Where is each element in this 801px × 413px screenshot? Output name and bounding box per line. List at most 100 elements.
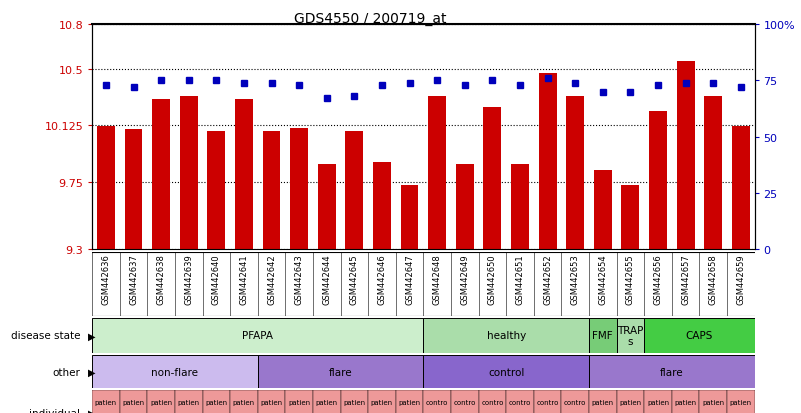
Text: GSM442655: GSM442655 [626,254,635,304]
Text: patien: patien [260,399,283,405]
Text: patien: patien [316,399,338,405]
Text: flare: flare [328,367,352,377]
Bar [373,163,391,250]
Bar [119,390,147,413]
Bar [203,390,230,413]
Bar [644,318,755,353]
Text: GSM442643: GSM442643 [295,254,304,304]
Text: control: control [488,367,525,377]
Bar [562,390,589,413]
Bar [506,390,533,413]
Text: disease state: disease state [10,330,80,341]
Text: healthy: healthy [486,330,525,341]
Text: flare: flare [660,367,683,377]
Bar [396,390,423,413]
Bar [538,74,557,250]
Bar [313,390,340,413]
Text: GSM442648: GSM442648 [433,254,441,304]
Bar [589,390,617,413]
Text: GSM442642: GSM442642 [267,254,276,304]
Bar [263,131,280,250]
Text: GSM442653: GSM442653 [570,254,580,304]
Bar [258,390,285,413]
Bar [704,97,723,250]
Text: CAPS: CAPS [686,330,713,341]
Bar [92,355,258,388]
Bar [400,185,418,250]
Text: ▶: ▶ [88,367,95,377]
Bar [423,390,451,413]
Text: GSM442658: GSM442658 [709,254,718,304]
Text: GSM442652: GSM442652 [543,254,552,304]
Bar [124,130,143,250]
Text: GSM442656: GSM442656 [654,254,662,304]
Text: contro: contro [426,399,449,405]
Bar [92,390,119,413]
Bar [622,185,639,250]
Text: GSM442636: GSM442636 [102,254,111,305]
Text: ▶: ▶ [88,408,95,413]
Text: patien: patien [233,399,255,405]
Bar [175,390,203,413]
Bar [483,107,501,250]
Bar [727,390,755,413]
Bar [423,318,589,353]
Text: GSM442639: GSM442639 [184,254,193,304]
Text: patien: patien [288,399,310,405]
Bar [235,100,253,250]
Bar [617,318,644,353]
Text: FMF: FMF [593,330,613,341]
Bar [92,318,423,353]
Bar [230,390,258,413]
Text: contro: contro [537,399,559,405]
Text: other: other [52,367,80,377]
Text: patien: patien [178,399,199,405]
Text: GSM442640: GSM442640 [211,254,221,304]
Bar [594,170,612,250]
Text: GSM442638: GSM442638 [157,254,166,305]
Bar [533,390,562,413]
Bar [368,390,396,413]
Text: GSM442651: GSM442651 [515,254,525,304]
Text: patien: patien [619,399,642,405]
Bar [699,390,727,413]
Bar [672,390,699,413]
Bar [644,390,672,413]
Bar [478,390,506,413]
Bar [617,390,644,413]
Bar [285,390,313,413]
Bar [147,390,175,413]
Text: patien: patien [205,399,227,405]
Text: ▶: ▶ [88,330,95,341]
Bar [97,127,115,250]
Text: patien: patien [592,399,614,405]
Bar [207,131,225,250]
Text: GSM442645: GSM442645 [350,254,359,304]
Bar [152,100,170,250]
Text: GDS4550 / 200719_at: GDS4550 / 200719_at [294,12,447,26]
Text: patien: patien [371,399,393,405]
Text: patien: patien [95,399,117,405]
Text: patien: patien [344,399,365,405]
Text: patien: patien [647,399,669,405]
Text: patien: patien [730,399,752,405]
Text: GSM442647: GSM442647 [405,254,414,304]
Text: GSM442659: GSM442659 [736,254,745,304]
Bar [318,164,336,250]
Text: GSM442644: GSM442644 [322,254,332,304]
Bar [451,390,478,413]
Text: individual: individual [29,408,80,413]
Bar [677,62,694,250]
Bar [649,112,667,250]
Bar [290,128,308,250]
Bar [456,164,473,250]
Bar [340,390,368,413]
Bar [179,97,198,250]
Bar [511,164,529,250]
Text: GSM442650: GSM442650 [488,254,497,304]
Bar [566,97,584,250]
Text: GSM442649: GSM442649 [461,254,469,304]
Text: GSM442637: GSM442637 [129,254,138,305]
Bar [423,355,589,388]
Bar [345,131,364,250]
